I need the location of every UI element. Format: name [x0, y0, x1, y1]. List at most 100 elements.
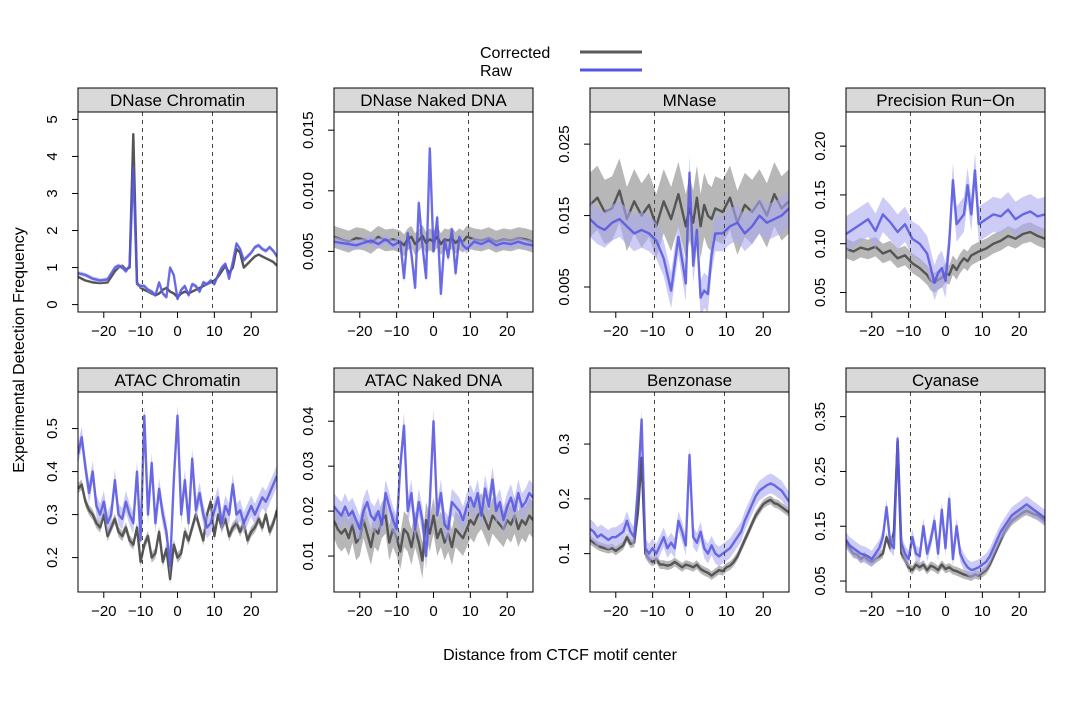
plot-area — [590, 392, 789, 592]
x-tick-label: 20 — [1011, 603, 1028, 620]
series-line-raw — [78, 166, 277, 301]
series-line-raw — [334, 420, 533, 558]
plot-area — [846, 392, 1045, 592]
x-tick-label: −20 — [347, 323, 372, 340]
series-line-corrected — [78, 133, 277, 299]
x-tick-label: −20 — [859, 603, 884, 620]
x-tick-label: −20 — [603, 603, 628, 620]
series-line-corrected — [590, 456, 789, 577]
y-tick-label: 0.03 — [300, 452, 317, 481]
panel-strip — [589, 87, 790, 113]
panel-strip — [845, 367, 1046, 393]
y-tick-label: 0.005 — [300, 233, 317, 271]
panel-3: Precision Run−On −20 −10 0 10 20 0.05 0.10 0.15 0… — [812, 87, 1046, 340]
y-tick-label: 0.04 — [300, 407, 317, 436]
legend-label-raw: Raw — [480, 63, 512, 80]
y-tick-label: 0.15 — [812, 512, 829, 541]
series-line-corrected — [846, 230, 1045, 284]
y-tick-label: 0.2 — [556, 488, 573, 509]
y-tick-label: 0.4 — [44, 461, 61, 482]
panel-7: Cyanase −20 −10 0 10 20 0.05 0.15 0.25 0.35 — [812, 367, 1046, 620]
plot-area — [78, 112, 277, 312]
panel-strip — [589, 367, 790, 393]
series-line-raw — [590, 418, 789, 558]
x-tick-label: 0 — [173, 603, 181, 620]
x-tick-label: 0 — [941, 603, 949, 620]
panel-title: MNase — [663, 91, 717, 110]
y-tick-label: 0.005 — [556, 268, 573, 306]
y-tick-label: 0.025 — [556, 125, 573, 163]
plot-area — [78, 392, 277, 592]
x-tick-label: 10 — [462, 603, 479, 620]
x-tick-label: 20 — [499, 323, 516, 340]
panel-title: ATAC Naked DNA — [365, 371, 503, 390]
x-tick-label: 10 — [462, 323, 479, 340]
plot-area — [334, 112, 533, 312]
x-tick-label: 10 — [718, 603, 735, 620]
y-tick-label: 0.3 — [556, 434, 573, 455]
panel-strip — [77, 87, 278, 113]
x-tick-label: 10 — [206, 603, 223, 620]
panel-1: DNase Naked DNA −20 −10 0 10 20 0.005 0.010 0.01… — [300, 87, 534, 340]
band-corrected — [846, 222, 1045, 293]
x-tick-label: 10 — [718, 323, 735, 340]
panel-title: ATAC Chromatin — [115, 371, 241, 390]
x-tick-label: 10 — [974, 323, 991, 340]
y-tick-label: 0.05 — [812, 566, 829, 595]
series-line-raw — [590, 171, 789, 299]
x-tick-label: −20 — [91, 603, 116, 620]
band-corrected — [78, 133, 277, 299]
y-tick-label: 0.015 — [300, 111, 317, 149]
x-tick-label: −20 — [91, 323, 116, 340]
y-tick-label: 3 — [44, 189, 61, 197]
panels-grid: DNase Chromatin −20 −10 0 10 20 0 1 2 3 4 5 DNase Na… — [44, 87, 1046, 620]
x-tick-label: −10 — [384, 603, 409, 620]
y-tick-label: 0.5 — [44, 418, 61, 439]
x-tick-label: −10 — [128, 323, 153, 340]
y-tick-label: 0.1 — [556, 543, 573, 564]
y-tick-label: 0 — [44, 300, 61, 308]
x-tick-label: −10 — [896, 323, 921, 340]
panel-title: Precision Run−On — [876, 91, 1014, 110]
y-tick-label: 4 — [44, 152, 61, 160]
series-line-raw — [846, 437, 1045, 572]
panel-strip — [333, 367, 534, 393]
y-tick-label: 0.35 — [812, 402, 829, 431]
x-tick-label: −20 — [603, 323, 628, 340]
band-raw — [78, 165, 277, 302]
x-tick-label: 20 — [243, 323, 260, 340]
x-axis-title: Distance from CTCF motif center — [443, 647, 678, 664]
x-tick-label: 20 — [243, 603, 260, 620]
plot-area — [334, 392, 533, 592]
panel-0: DNase Chromatin −20 −10 0 10 20 0 1 2 3 4 5 — [44, 87, 278, 340]
plot-area — [846, 112, 1045, 312]
y-tick-label: 0.05 — [812, 278, 829, 307]
y-tick-label: 0.2 — [44, 547, 61, 568]
y-tick-label: 0.01 — [300, 541, 317, 570]
y-tick-label: 0.15 — [812, 180, 829, 209]
x-tick-label: 20 — [499, 603, 516, 620]
x-tick-label: 20 — [1011, 323, 1028, 340]
y-tick-label: 0.10 — [812, 229, 829, 258]
y-tick-label: 0.20 — [812, 132, 829, 161]
y-tick-label: 1 — [44, 263, 61, 271]
panel-4: ATAC Chromatin −20 −10 0 10 20 0.2 0.3 0.4 0.5 — [44, 367, 278, 620]
y-tick-label: 0.25 — [812, 457, 829, 486]
panel-2: MNase −20 −10 0 10 20 0.005 0.015 0.025 — [556, 87, 790, 340]
panel-title: Cyanase — [912, 371, 979, 390]
x-tick-label: 0 — [173, 323, 181, 340]
panel-title: DNase Naked DNA — [360, 91, 507, 110]
y-tick-label: 0.010 — [300, 172, 317, 210]
x-tick-label: 20 — [755, 323, 772, 340]
x-tick-label: −20 — [859, 323, 884, 340]
series-line-raw — [846, 169, 1045, 284]
x-tick-label: 0 — [429, 323, 437, 340]
series-line-raw — [334, 147, 533, 295]
panel-title: Benzonase — [647, 371, 732, 390]
x-tick-label: −10 — [896, 603, 921, 620]
panel-frame — [333, 111, 534, 313]
x-tick-label: 0 — [941, 323, 949, 340]
x-tick-label: 0 — [429, 603, 437, 620]
x-tick-label: −10 — [640, 323, 665, 340]
